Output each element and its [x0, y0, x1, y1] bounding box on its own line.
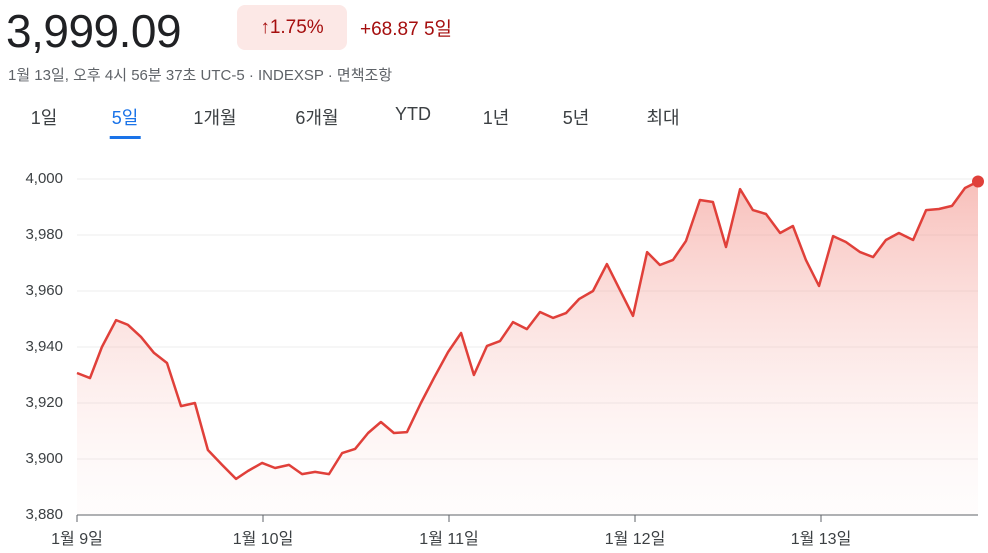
range-tab[interactable]: 5년 — [562, 108, 590, 128]
y-tick-label: 3,900 — [25, 450, 63, 467]
x-tick-label: 1월 13일 — [791, 530, 852, 548]
change-value: +68.87 — [360, 19, 419, 40]
y-tick-label: 3,920 — [25, 394, 63, 411]
range-tab[interactable]: 1년 — [482, 108, 510, 128]
range-tab[interactable]: 최대 — [646, 108, 680, 128]
range-tab[interactable]: 1일 — [30, 108, 58, 128]
price: 3,999.09 — [6, 5, 182, 57]
last-point — [972, 175, 984, 188]
change-percent: 1.75% — [269, 16, 324, 38]
y-tick-label: 3,980 — [25, 226, 63, 243]
y-tick-label: 3,940 — [25, 338, 63, 355]
up-arrow: ↑ — [260, 16, 270, 38]
change: +68.87 5일 — [360, 14, 452, 41]
x-tick-label: 1월 11일 — [419, 530, 478, 548]
y-tick-label: 3,880 — [25, 506, 63, 523]
subline: 1월 13일, 오후 4시 56분 37초 UTC-5 · INDEXSP · … — [8, 67, 393, 84]
y-tick-label: 3,960 — [25, 282, 63, 299]
change-badge: ↑ 1.75% — [237, 5, 347, 50]
range-tab[interactable]: 5일 — [109, 104, 141, 139]
y-tick-label: 4,000 — [25, 170, 63, 187]
range-tab[interactable]: 1개월 — [193, 108, 237, 128]
period: 5일 — [423, 19, 452, 40]
range-tab[interactable]: 6개월 — [295, 108, 339, 128]
price-line — [76, 180, 979, 481]
x-tick-label: 1월 10일 — [233, 530, 294, 548]
x-tick-label: 1월 12일 — [605, 530, 666, 548]
area-fill — [77, 181, 978, 515]
x-tick-label: 1월 9일 — [51, 530, 103, 548]
range-tab[interactable]: YTD — [395, 104, 431, 124]
